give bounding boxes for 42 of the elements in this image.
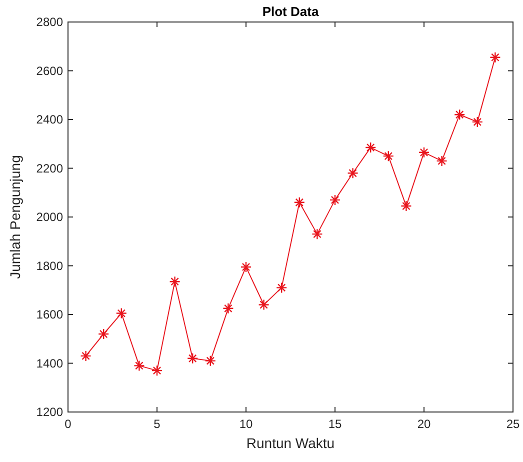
point — [418, 146, 430, 158]
point — [347, 168, 358, 179]
point — [204, 355, 216, 366]
point — [454, 109, 466, 120]
y-tick-label: 2400 — [36, 112, 64, 126]
point — [329, 194, 341, 206]
point — [312, 228, 323, 240]
point — [240, 261, 252, 273]
x-tick-label: 15 — [328, 417, 342, 431]
y-tick-label: 1800 — [36, 258, 64, 273]
point — [294, 196, 305, 208]
point — [134, 360, 145, 372]
x-tick-label: 20 — [417, 417, 431, 431]
y-tick-label: 2600 — [36, 64, 64, 78]
point — [116, 308, 127, 319]
point — [151, 364, 163, 376]
y-tick-label: 2000 — [36, 210, 64, 224]
point — [490, 52, 501, 63]
y-tick-label: 1200 — [36, 405, 64, 419]
x-tick-label: 10 — [239, 417, 253, 431]
point — [258, 299, 270, 310]
y-tick-label: 2800 — [36, 15, 64, 29]
point — [436, 155, 448, 167]
x-tick-label: 25 — [506, 417, 520, 431]
point — [222, 302, 234, 314]
y-tick-label: 1400 — [36, 356, 64, 370]
point — [276, 282, 288, 294]
x-tick-label: 5 — [154, 417, 161, 431]
chart-title: Plot Data — [262, 4, 320, 19]
point — [98, 328, 110, 340]
point — [80, 350, 92, 362]
y-tick-label: 1600 — [36, 308, 64, 322]
point — [400, 200, 412, 212]
point — [365, 142, 376, 154]
point — [382, 150, 394, 162]
y-axis-title: Jumlah Pengunjung — [7, 155, 23, 279]
point — [472, 116, 483, 128]
x-axis-title: Runtun Waktu — [246, 435, 335, 451]
y-tick-label: 2200 — [36, 161, 64, 176]
point — [169, 276, 180, 288]
x-tick-label: 0 — [64, 417, 72, 431]
point — [187, 352, 198, 364]
